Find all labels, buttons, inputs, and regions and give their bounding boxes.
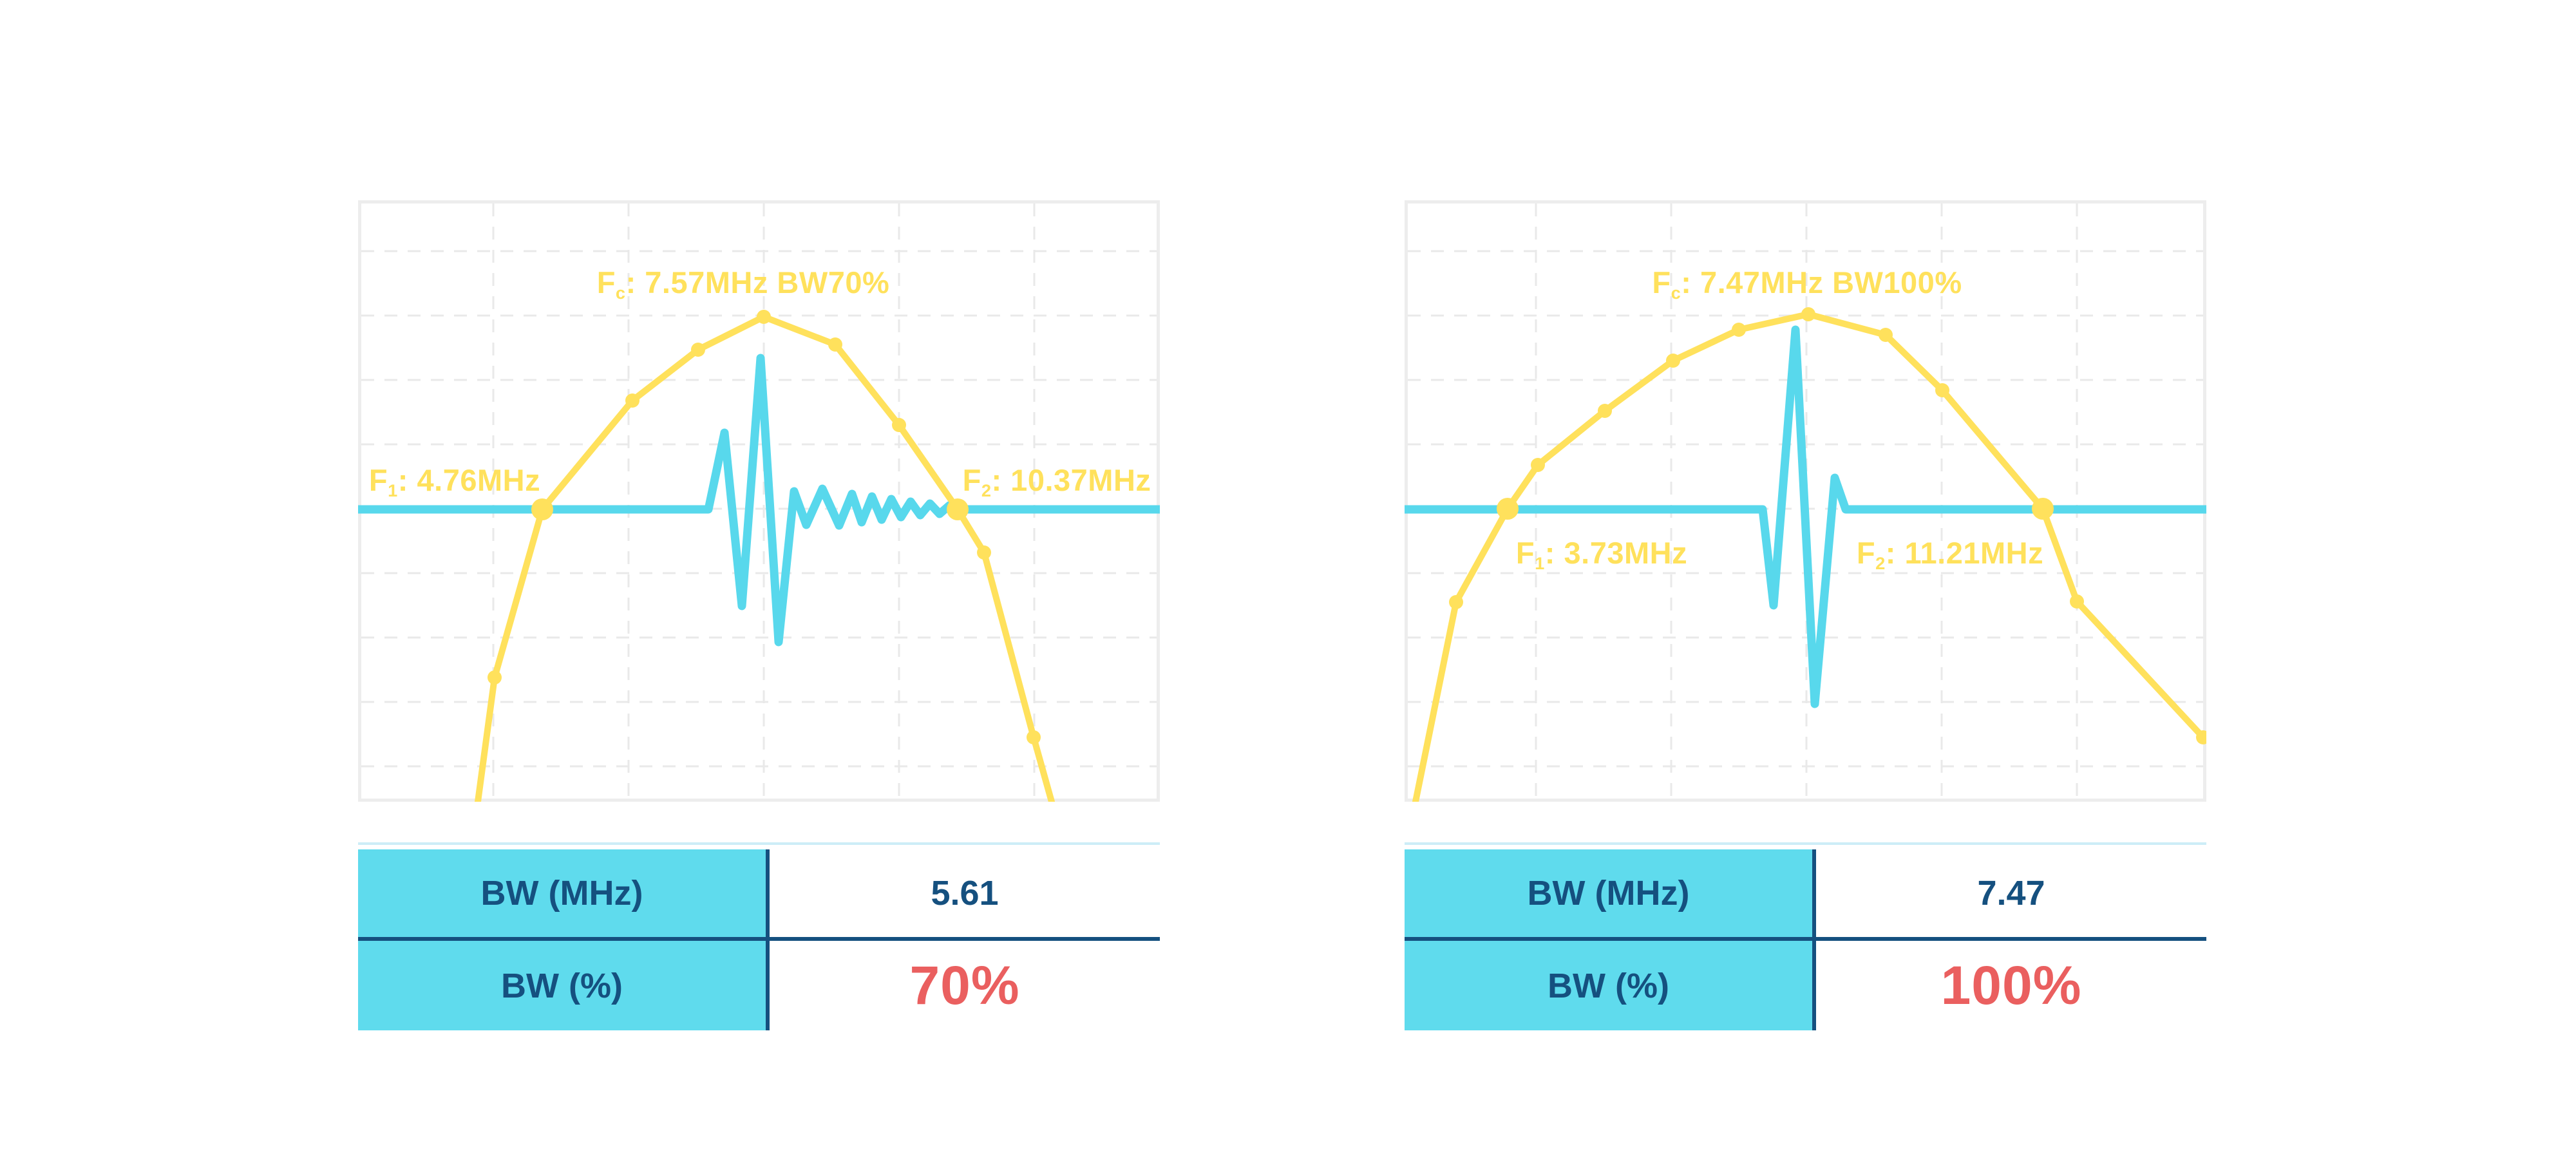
table-row-bw-percent: BW (%) 100% bbox=[1405, 941, 2206, 1030]
right-f2-label: F2: 11.21MHz bbox=[1857, 535, 2043, 574]
f2-symbol: F bbox=[1856, 536, 1876, 571]
right-f1-label: F1: 3.73MHz bbox=[1516, 535, 1687, 574]
right-bw-table: BW (MHz) 7.47 BW (%) 100% bbox=[1405, 842, 2206, 1030]
table-row-divider bbox=[358, 937, 1160, 941]
fc-subscript: c bbox=[1671, 282, 1681, 303]
left-chart-canvas bbox=[358, 200, 1160, 802]
bw-mhz-value-cell: 7.47 bbox=[1816, 849, 2206, 937]
bw-mhz-value: 7.47 bbox=[1977, 874, 2045, 913]
bw-mhz-value-cell: 5.61 bbox=[770, 849, 1160, 937]
bw-mhz-label-cell: BW (MHz) bbox=[358, 849, 766, 937]
bw-percent-label: BW (%) bbox=[1548, 966, 1669, 1005]
table-body: BW (MHz) 7.47 BW (%) 100% bbox=[1405, 849, 2206, 1030]
left-bw-table: BW (MHz) 5.61 BW (%) 70% bbox=[358, 842, 1160, 1030]
fc-value-text: : 7.57MHz BW70% bbox=[625, 265, 890, 300]
f2-value-text: : 11.21MHz bbox=[1885, 536, 2044, 571]
table-row-bw-mhz: BW (MHz) 5.61 bbox=[358, 849, 1160, 937]
table-top-rule bbox=[358, 842, 1160, 845]
f1-value-text: : 4.76MHz bbox=[397, 463, 541, 498]
table-column-divider bbox=[1812, 849, 1816, 1030]
bw-mhz-value: 5.61 bbox=[931, 874, 999, 913]
fc-symbol: F bbox=[596, 265, 616, 300]
f2-value-text: : 10.37MHz bbox=[991, 463, 1151, 498]
bw-percent-value: 70% bbox=[909, 955, 1020, 1016]
right-fc-label: Fc: 7.47MHz BW100% bbox=[1652, 265, 1962, 303]
table-row-divider bbox=[1405, 937, 2206, 941]
bw-percent-label-cell: BW (%) bbox=[358, 941, 766, 1030]
bw-percent-label: BW (%) bbox=[501, 966, 623, 1005]
table-top-rule bbox=[1405, 842, 2206, 845]
fc-symbol: F bbox=[1652, 265, 1671, 300]
bw-mhz-label: BW (MHz) bbox=[480, 874, 643, 913]
left-fc-label: Fc: 7.57MHz BW70% bbox=[597, 265, 890, 303]
f1-subscript: 1 bbox=[1535, 553, 1545, 573]
bw-mhz-label: BW (MHz) bbox=[1527, 874, 1690, 913]
bw-percent-value-cell: 100% bbox=[1816, 941, 2206, 1030]
table-body: BW (MHz) 5.61 BW (%) 70% bbox=[358, 849, 1160, 1030]
table-row-bw-percent: BW (%) 70% bbox=[358, 941, 1160, 1030]
left-f1-label: F1: 4.76MHz bbox=[369, 462, 540, 501]
bw-mhz-label-cell: BW (MHz) bbox=[1405, 849, 1812, 937]
f2-subscript: 2 bbox=[1875, 553, 1886, 573]
bw-percent-value: 100% bbox=[1940, 955, 2082, 1016]
fc-subscript: c bbox=[615, 282, 626, 303]
bw-percent-label-cell: BW (%) bbox=[1405, 941, 1812, 1030]
f1-symbol: F bbox=[368, 463, 388, 498]
fc-value-text: : 7.47MHz BW100% bbox=[1681, 265, 1962, 300]
left-f2-label: F2: 10.37MHz bbox=[963, 462, 1151, 501]
bw-percent-value-cell: 70% bbox=[770, 941, 1160, 1030]
f1-subscript: 1 bbox=[388, 480, 398, 500]
table-row-bw-mhz: BW (MHz) 7.47 bbox=[1405, 849, 2206, 937]
table-column-divider bbox=[766, 849, 770, 1030]
f2-subscript: 2 bbox=[981, 480, 992, 500]
f1-symbol: F bbox=[1515, 536, 1535, 571]
right-chart-canvas bbox=[1405, 200, 2206, 802]
f1-value-text: : 3.73MHz bbox=[1544, 536, 1688, 571]
f2-symbol: F bbox=[962, 463, 981, 498]
